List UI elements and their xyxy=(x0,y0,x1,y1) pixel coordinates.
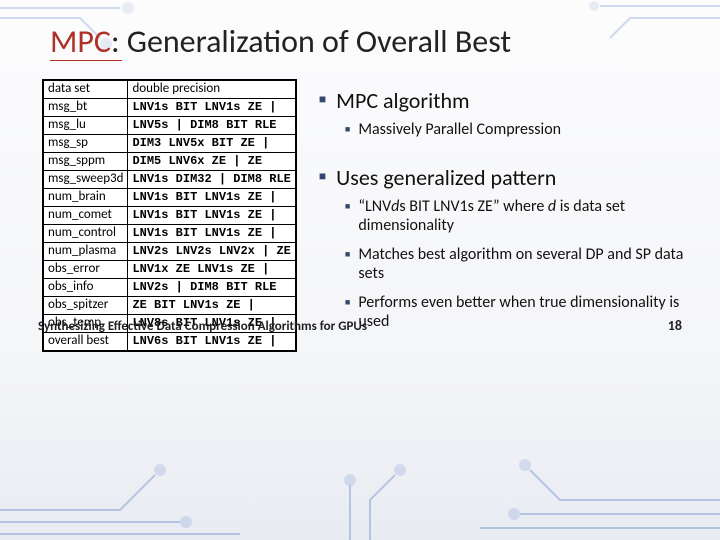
cell-dataset: msg_bt xyxy=(44,99,128,117)
table-row: obs_infoLNV2s | DIM8 BIT RLE xyxy=(44,279,296,297)
table-row: num_plasmaLNV2s LNV2s LNV2x | ZE xyxy=(44,243,296,261)
cell-dataset: num_comet xyxy=(44,207,128,225)
table-row: msg_sppmDIM5 LNV6x ZE | ZE xyxy=(44,153,296,171)
cell-dataset: msg_sppm xyxy=(44,153,128,171)
bullet-1-text: MPC algorithm xyxy=(336,87,470,114)
bullet-2b-text: Matches best algorithm on several DP and… xyxy=(358,245,690,283)
cell-algorithm: LNV5s | DIM8 BIT RLE xyxy=(128,117,295,135)
cell-dataset: obs_error xyxy=(44,261,128,279)
bullet-2a-text: “LNVds BIT LNV1s ZE” where d is data set… xyxy=(358,197,690,235)
cell-dataset: msg_lu xyxy=(44,117,128,135)
cell-algorithm: LNV1s BIT LNV1s ZE | xyxy=(128,207,295,225)
slide-title: MPC: Generalization of Overall Best xyxy=(0,0,720,61)
cell-dataset: overall best xyxy=(44,333,128,351)
bullet-square-icon: ■ xyxy=(345,120,350,140)
cell-dataset: num_plasma xyxy=(44,243,128,261)
table-row: msg_spDIM3 LNV5x BIT ZE | xyxy=(44,135,296,153)
cell-algorithm: LNV1s BIT LNV1s ZE | xyxy=(128,225,295,243)
cell-algorithm: LNV6s BIT LNV1s ZE | xyxy=(128,333,295,351)
title-accent: MPC xyxy=(50,22,111,61)
bullet-1a-text: Massively Parallel Compression xyxy=(358,120,561,140)
col-header-dp: double precision xyxy=(128,81,295,99)
cell-dataset: obs_info xyxy=(44,279,128,297)
cell-algorithm: LNV1s BIT LNV1s ZE | xyxy=(128,99,295,117)
cell-dataset: msg_sweep3d xyxy=(44,171,128,189)
bullet-2-text: Uses generalized pattern xyxy=(336,164,556,191)
cell-algorithm: LNV1x ZE LNV1s ZE | xyxy=(128,261,295,279)
cell-algorithm: LNV1s BIT LNV1s ZE | xyxy=(128,189,295,207)
bullet-2: ■ Uses generalized pattern xyxy=(319,164,690,191)
cell-algorithm: DIM5 LNV6x ZE | ZE xyxy=(128,153,295,171)
bullet-2b: ■ Matches best algorithm on several DP a… xyxy=(345,245,690,283)
cell-algorithm: DIM3 LNV5x BIT ZE | xyxy=(128,135,295,153)
cell-algorithm: LNV1s DIM32 | DIM8 RLE xyxy=(128,171,295,189)
bullet-content: ■ MPC algorithm ■ Massively Parallel Com… xyxy=(319,79,690,352)
title-rest: : Generalization of Overall Best xyxy=(111,22,511,61)
cell-dataset: num_control xyxy=(44,225,128,243)
bullet-square-icon: ■ xyxy=(319,87,326,114)
table-row: msg_btLNV1s BIT LNV1s ZE | xyxy=(44,99,296,117)
bullet-2a: ■ “LNVds BIT LNV1s ZE” where d is data s… xyxy=(345,197,690,235)
table-row: num_brainLNV1s BIT LNV1s ZE | xyxy=(44,189,296,207)
table-row: obs_spitzerZE BIT LNV1s ZE | xyxy=(44,297,296,315)
cell-dataset: obs_spitzer xyxy=(44,297,128,315)
bullet-2c-text: Performs even better when true dimension… xyxy=(358,293,690,331)
cell-algorithm: LNV2s | DIM8 BIT RLE xyxy=(128,279,295,297)
footer-text: Synthesizing Effective Data Compression … xyxy=(38,319,367,334)
title-underline xyxy=(50,60,122,61)
table-row: num_controlLNV1s BIT LNV1s ZE | xyxy=(44,225,296,243)
cell-dataset: msg_sp xyxy=(44,135,128,153)
cell-dataset: num_brain xyxy=(44,189,128,207)
bullet-1a: ■ Massively Parallel Compression xyxy=(345,120,690,140)
algorithm-table: data set double precision msg_btLNV1s BI… xyxy=(42,79,297,352)
bullet-square-icon: ■ xyxy=(345,245,350,283)
table-row: obs_errorLNV1x ZE LNV1s ZE | xyxy=(44,261,296,279)
col-header-dataset: data set xyxy=(44,81,128,99)
page-number: 18 xyxy=(668,317,682,334)
bullet-square-icon: ■ xyxy=(319,164,326,191)
cell-algorithm: LNV2s LNV2s LNV2x | ZE xyxy=(128,243,295,261)
table-row: msg_luLNV5s | DIM8 BIT RLE xyxy=(44,117,296,135)
table-row: overall bestLNV6s BIT LNV1s ZE | xyxy=(44,333,296,351)
bullet-2c: ■ Performs even better when true dimensi… xyxy=(345,293,690,331)
bullet-square-icon: ■ xyxy=(345,197,350,235)
bullet-1: ■ MPC algorithm xyxy=(319,87,690,114)
table-row: num_cometLNV1s BIT LNV1s ZE | xyxy=(44,207,296,225)
table-row: msg_sweep3dLNV1s DIM32 | DIM8 RLE xyxy=(44,171,296,189)
cell-algorithm: ZE BIT LNV1s ZE | xyxy=(128,297,295,315)
